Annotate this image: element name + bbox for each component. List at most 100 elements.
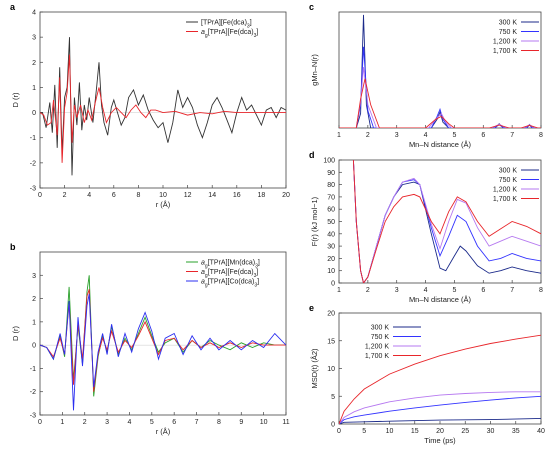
x-tick-label: 6 [172,419,176,426]
panel-label: d [309,150,315,160]
x-tick-label: 5 [150,419,154,426]
panel-b: b 0 1 2 3 4 5 6 7 8 9 10 11 -3 -2 -1 0 1 2 3 r (Å) D (r) ag[TP… [10,242,290,436]
y-tick-label: 70 [327,194,335,201]
x-tick-label: 2 [83,419,87,426]
x-tick-label: 7 [510,132,514,139]
x-tick-label: 1 [337,287,341,294]
series-line-0 [40,37,286,176]
x-tick-label: 6 [481,287,485,294]
y-tick-label: 10 [327,268,335,275]
x-tick-label: 10 [159,192,167,199]
y-tick-label: 80 [327,182,335,189]
x-tick-label: 8 [539,287,543,294]
y-tick-label: -1 [30,135,36,142]
series-line-3 [352,160,541,283]
x-tick-label: 20 [436,428,444,435]
plot-frame [338,11,542,129]
y-axis-label: gMn–N(r) [310,54,319,86]
y-tick-label: 100 [323,158,335,165]
legend-label-3: 1,700 K [365,353,389,360]
x-tick-label: 3 [395,132,399,139]
legend-label-0: 300 K [499,20,518,27]
y-tick-label: -3 [30,186,36,193]
x-axis-label: Mn–N distance (Å) [409,295,472,304]
x-tick-label: 15 [411,428,419,435]
legend-label-2: 1,200 K [365,344,389,351]
y-axis-label: D (r) [11,326,20,341]
y-tick-label: 1 [32,85,36,92]
series-line-1 [40,54,286,163]
x-tick-label: 10 [260,419,268,426]
y-tick-label: 60 [327,207,335,214]
y-tick-label: 1 [32,319,36,326]
y-tick-label: 20 [327,256,335,263]
legend-label-2: 1,200 K [493,39,517,46]
series-line-2 [339,67,541,128]
y-axis-label: MSD(t) (Å2) [310,348,319,389]
y-tick-label: 4 [32,10,36,17]
legend-label-0: 300 K [371,325,390,332]
legend-label-2: 1,200 K [493,187,517,194]
y-tick-label: 3 [32,35,36,42]
series-line-1 [339,46,541,128]
x-tick-label: 12 [184,192,192,199]
legend-label-0: 300 K [499,168,518,175]
x-tick-label: 9 [239,419,243,426]
x-tick-label: 2 [366,132,370,139]
x-tick-label: 2 [366,287,370,294]
x-tick-label: 7 [195,419,199,426]
series-line-0 [339,417,541,424]
x-tick-label: 5 [362,428,366,435]
legend-label-1: 750 K [499,29,518,36]
legend-label-1: 750 K [499,177,518,184]
legend-label-1: ag[TPrA][Fe(dca)3] [201,29,258,39]
x-tick-label: 18 [258,192,266,199]
y-tick-label: -2 [30,160,36,167]
y-tick-label: 3 [32,273,36,280]
legend-label-2: ag[TPrA][Co(dca)3] [201,279,259,289]
panel-label: c [309,2,314,12]
y-tick-label: 15 [327,338,335,345]
x-tick-label: 4 [424,132,428,139]
series-line-3 [339,78,541,128]
x-axis-label: Time (ps) [424,436,456,445]
x-tick-label: 6 [481,132,485,139]
y-tick-label: 20 [327,311,335,318]
x-tick-label: 8 [136,192,140,199]
x-tick-label: 0 [337,428,341,435]
x-tick-label: 1 [337,132,341,139]
series-line-1 [339,395,541,424]
x-tick-label: 0 [38,192,42,199]
legend-label-0: [TPrA][Fe(dca)3] [201,20,252,30]
panel-label: b [10,242,16,252]
y-tick-label: -1 [30,366,36,373]
x-tick-label: 8 [217,419,221,426]
x-tick-label: 4 [87,192,91,199]
x-axis-label: r (Å) [156,427,171,436]
panel-label: e [309,303,314,313]
x-tick-label: 2 [63,192,67,199]
x-tick-label: 25 [461,428,469,435]
y-tick-label: 2 [32,60,36,67]
legend-label-3: 1,700 K [493,48,517,55]
y-tick-label: 10 [327,366,335,373]
y-tick-label: 50 [327,219,335,226]
y-tick-label: 30 [327,244,335,251]
y-tick-label: -2 [30,389,36,396]
legend: 300 K 750 K 1,200 K 1,700 K [493,20,539,55]
x-tick-label: 40 [537,428,545,435]
legend-label-0: ag[TPrA][Mn(dca)3] [201,260,260,270]
series-line-2 [40,293,286,411]
y-tick-label: 40 [327,231,335,238]
y-tick-label: 90 [327,170,335,177]
legend: 300 K 750 K 1,200 K 1,700 K [493,168,539,203]
x-tick-label: 10 [386,428,394,435]
x-tick-label: 20 [282,192,290,199]
plot-frame [39,251,287,416]
x-tick-label: 4 [424,287,428,294]
x-tick-label: 5 [452,132,456,139]
x-tick-label: 4 [128,419,132,426]
